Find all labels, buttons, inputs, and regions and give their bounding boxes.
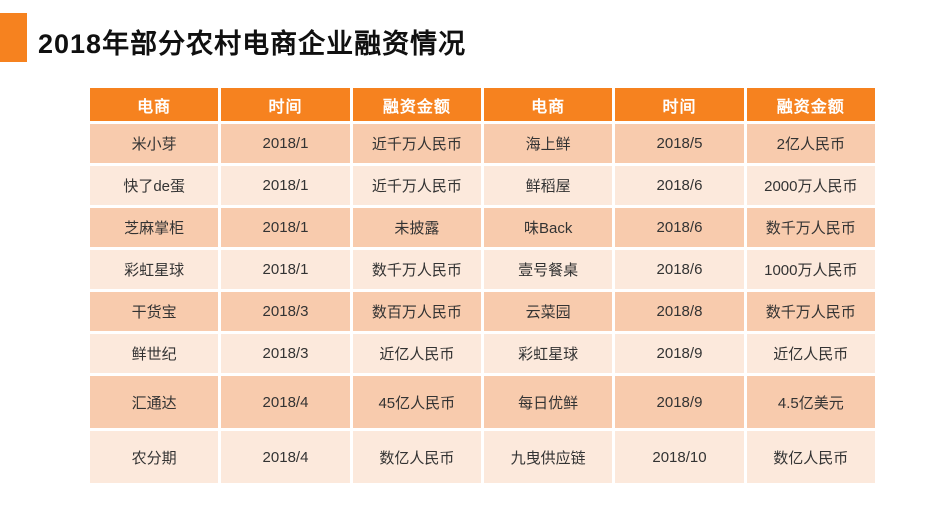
table-cell: 2018/1 [221, 250, 350, 289]
table-cell: 2018/6 [615, 208, 744, 247]
table-cell: 鲜世纪 [90, 334, 219, 373]
header-cell-time-right: 时间 [615, 88, 744, 121]
table-cell: 海上鲜 [483, 124, 613, 163]
table-row: 鲜世纪 2018/3 近亿人民币 彩虹星球 2018/9 近亿人民币 [90, 334, 875, 373]
table-row: 农分期 2018/4 数亿人民币 九曳供应链 2018/10 数亿人民币 [90, 431, 875, 483]
table-cell: 数亿人民币 [746, 431, 875, 483]
table-cell: 2018/4 [221, 376, 350, 428]
table-cell: 未披露 [352, 208, 481, 247]
table-cell: 2亿人民币 [746, 124, 875, 163]
financing-table: 电商 时间 融资金额 电商 时间 融资金额 米小芽 2018/1 近千万人民币 … [90, 88, 875, 483]
table-cell: 米小芽 [90, 124, 219, 163]
table-cell: 彩虹星球 [483, 334, 613, 373]
table-cell: 2018/6 [615, 250, 744, 289]
table-cell: 2018/3 [221, 334, 350, 373]
table-cell: 2018/8 [615, 292, 744, 331]
table-cell: 近亿人民币 [746, 334, 875, 373]
table-cell: 2018/5 [615, 124, 744, 163]
table-cell: 九曳供应链 [483, 431, 613, 483]
table-cell: 2018/4 [221, 431, 350, 483]
table-cell: 2018/10 [615, 431, 744, 483]
table-row: 快了de蛋 2018/1 近千万人民币 鲜稻屋 2018/6 2000万人民币 [90, 166, 875, 205]
header-cell-amount-left: 融资金额 [352, 88, 481, 121]
table-cell: 2018/1 [221, 166, 350, 205]
table-cell: 2018/9 [615, 376, 744, 428]
table-row: 汇通达 2018/4 45亿人民币 每日优鲜 2018/9 4.5亿美元 [90, 376, 875, 428]
table-cell: 农分期 [90, 431, 219, 483]
table-cell: 汇通达 [90, 376, 219, 428]
table-cell: 2018/6 [615, 166, 744, 205]
table-cell: 2018/1 [221, 124, 350, 163]
table-cell: 数亿人民币 [352, 431, 481, 483]
table-cell: 数百万人民币 [352, 292, 481, 331]
table-cell: 45亿人民币 [352, 376, 481, 428]
table-row: 芝麻掌柜 2018/1 未披露 味Back 2018/6 数千万人民币 [90, 208, 875, 247]
header-cell-time-left: 时间 [221, 88, 350, 121]
page-title: 2018年部分农村电商企业融资情况 [38, 29, 467, 59]
table-cell: 1000万人民币 [746, 250, 875, 289]
table-cell: 鲜稻屋 [483, 166, 613, 205]
table-row: 米小芽 2018/1 近千万人民币 海上鲜 2018/5 2亿人民币 [90, 124, 875, 163]
table-cell: 数千万人民币 [746, 292, 875, 331]
table-cell: 2018/3 [221, 292, 350, 331]
table-cell: 数千万人民币 [352, 250, 481, 289]
table-cell: 近亿人民币 [352, 334, 481, 373]
header-cell-ecommerce-left: 电商 [90, 88, 219, 121]
table-cell: 近千万人民币 [352, 124, 481, 163]
table-cell: 快了de蛋 [90, 166, 219, 205]
table-cell: 味Back [483, 208, 613, 247]
table-cell: 壹号餐桌 [483, 250, 613, 289]
table-cell: 2018/1 [221, 208, 350, 247]
table-cell: 芝麻掌柜 [90, 208, 219, 247]
header-cell-ecommerce-right: 电商 [483, 88, 613, 121]
table-cell: 2018/9 [615, 334, 744, 373]
table-cell: 4.5亿美元 [746, 376, 875, 428]
table-cell: 云菜园 [483, 292, 613, 331]
table-header-row: 电商 时间 融资金额 电商 时间 融资金额 [90, 88, 875, 121]
table-cell: 每日优鲜 [483, 376, 613, 428]
table-cell: 2000万人民币 [746, 166, 875, 205]
header-cell-amount-right: 融资金额 [746, 88, 875, 121]
table-row: 干货宝 2018/3 数百万人民币 云菜园 2018/8 数千万人民币 [90, 292, 875, 331]
table-cell: 近千万人民币 [352, 166, 481, 205]
table-cell: 数千万人民币 [746, 208, 875, 247]
table-row: 彩虹星球 2018/1 数千万人民币 壹号餐桌 2018/6 1000万人民币 [90, 250, 875, 289]
table-cell: 彩虹星球 [90, 250, 219, 289]
title-accent-bar [0, 13, 27, 62]
table-cell: 干货宝 [90, 292, 219, 331]
